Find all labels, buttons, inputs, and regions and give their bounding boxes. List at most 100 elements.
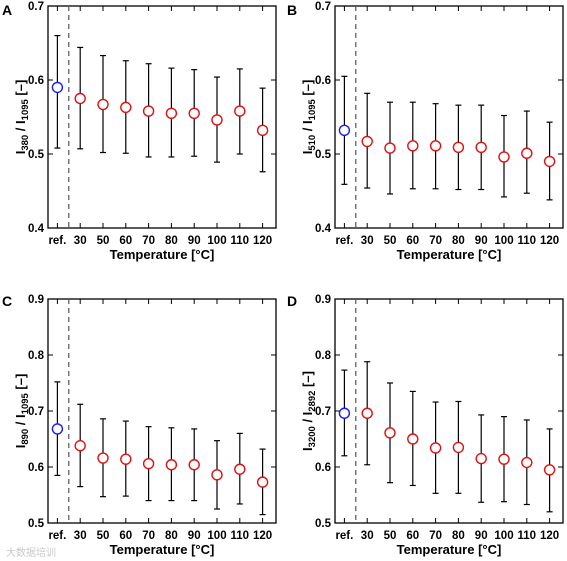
reference-point: [51, 423, 64, 435]
x-tick-label: 80: [165, 530, 178, 542]
data-marks-c: [51, 381, 269, 516]
x-tick-label: 60: [406, 530, 419, 542]
x-tick-label: 100: [494, 530, 513, 542]
x-ticks-c: ref. 30 50 60 70 80 90 100 110 120: [48, 299, 272, 542]
data-point: [211, 469, 223, 481]
data-point: [384, 142, 396, 154]
data-point: [543, 464, 556, 476]
data-point: [498, 453, 510, 465]
x-tick-label: ref.: [335, 235, 353, 247]
x-ticks-d: ref. 30 50 60 70 80 90 100 110 120: [335, 299, 559, 542]
x-tick-label: 110: [518, 235, 537, 247]
x-tick-label: ref.: [335, 530, 353, 542]
y-tick-label: 0.8: [28, 350, 45, 362]
data-point: [361, 135, 373, 148]
y-tick-label: 0.7: [315, 1, 331, 13]
data-point: [74, 440, 86, 452]
x-tick-label: 90: [188, 530, 201, 542]
x-tick-label: 120: [540, 235, 559, 247]
data-point: [429, 140, 442, 152]
y-tick-label: 0.7: [315, 406, 331, 418]
data-point: [120, 101, 132, 114]
data-point: [97, 98, 109, 111]
x-axis-label-c: Temperature [°C]: [110, 542, 215, 557]
x-tick-label: 30: [74, 530, 87, 542]
data-point: [234, 463, 246, 475]
y-tick-label: 0.8: [315, 350, 332, 362]
y-tick-label: 0.5: [28, 149, 45, 161]
data-marks-b: [338, 75, 556, 201]
x-tick-label: 100: [207, 235, 226, 247]
x-ticks-b: ref. 30 50 60 70 80 90 100 110 120: [335, 6, 559, 247]
data-point: [142, 457, 155, 470]
data-point: [165, 107, 178, 120]
x-tick-label: 110: [518, 530, 537, 542]
x-axis-label-b: Temperature [°C]: [397, 247, 502, 262]
data-marks-d: [338, 361, 556, 513]
y-axis-label-a: I380 / I1095 [–]: [13, 80, 31, 155]
x-tick-label: 30: [361, 530, 374, 542]
x-tick-label: ref.: [48, 235, 66, 247]
data-point: [234, 105, 246, 117]
data-point: [256, 476, 269, 488]
data-point: [429, 442, 442, 454]
panel-letter-a: A: [2, 2, 12, 18]
x-tick-label: 90: [188, 235, 201, 247]
plot-frame-d: [334, 298, 564, 524]
x-tick-label: 50: [97, 530, 110, 542]
data-point: [384, 427, 396, 439]
plot-frame-c: [47, 298, 277, 524]
x-tick-label: 90: [475, 235, 488, 247]
data-point: [142, 105, 155, 117]
panel-d: D 0.5 0.6 0.7 0.8 0.9 ref. 30 50 60 70 80 90 100 110…: [287, 293, 564, 557]
y-tick-label: 0.5: [315, 518, 332, 530]
data-point: [452, 441, 465, 454]
watermark: 大数据培训: [6, 546, 56, 559]
x-tick-label: 110: [231, 530, 250, 542]
x-tick-label: 70: [429, 235, 442, 247]
data-point: [188, 459, 200, 471]
x-tick-label: 100: [494, 235, 513, 247]
x-axis-label-d: Temperature [°C]: [397, 542, 502, 557]
data-point: [407, 433, 419, 445]
y-tick-label: 0.6: [28, 462, 44, 474]
y-tick-label: 0.9: [315, 294, 331, 306]
y-ticks-a: 0.4 0.5 0.6 0.7: [28, 1, 276, 235]
y-tick-label: 0.6: [315, 462, 331, 474]
data-point: [475, 452, 487, 465]
y-tick-label: 0.4: [315, 223, 332, 235]
data-point: [188, 107, 200, 120]
y-tick-label: 0.9: [28, 294, 44, 306]
data-point: [407, 140, 419, 152]
y-ticks-c: 0.5 0.6 0.7 0.8 0.9: [28, 294, 276, 530]
x-axis-label-a: Temperature [°C]: [110, 247, 215, 262]
y-axis-label-c: I890 / I1095 [–]: [13, 374, 31, 449]
x-ticks-a: ref. 30 50 60 70 80 90 100 110 120: [48, 6, 272, 247]
y-tick-label: 0.4: [28, 223, 45, 235]
x-tick-label: 30: [361, 235, 374, 247]
x-tick-label: 80: [452, 530, 465, 542]
y-ticks-b: 0.4 0.5 0.6 0.7: [315, 1, 563, 235]
y-axis-label-b: I510 / I1095 [–]: [300, 80, 318, 155]
data-marks-a: [51, 34, 269, 173]
plot-frame-a: [47, 5, 277, 229]
reference-point: [51, 81, 64, 94]
panel-letter-d: D: [287, 293, 297, 309]
data-point: [120, 453, 132, 465]
data-point: [475, 141, 487, 154]
x-tick-label: 100: [207, 530, 226, 542]
x-tick-label: 70: [142, 235, 155, 247]
x-tick-label: 70: [142, 530, 155, 542]
x-tick-label: 90: [475, 530, 488, 542]
panel-letter-b: B: [287, 2, 297, 18]
x-tick-label: 50: [97, 235, 110, 247]
data-point: [165, 459, 178, 471]
x-tick-label: ref.: [48, 530, 66, 542]
panel-c: C 0.5 0.6 0.7 0.8 0.9 ref. 30 50 60 70 80 90 100 110…: [2, 293, 277, 557]
panel-letter-c: C: [2, 293, 12, 309]
x-tick-label: 50: [384, 530, 397, 542]
x-tick-label: 80: [165, 235, 178, 247]
plot-frame-b: [334, 5, 564, 229]
x-tick-label: 30: [74, 235, 87, 247]
